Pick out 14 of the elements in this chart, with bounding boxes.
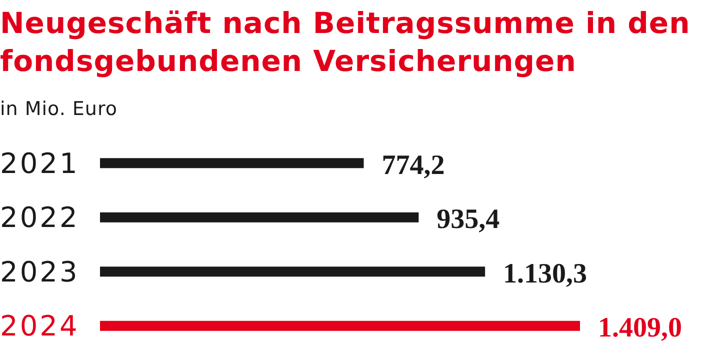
bar bbox=[100, 266, 486, 277]
data-label: 774,2 bbox=[382, 150, 445, 181]
y-tick-label: 2024 bbox=[0, 310, 80, 343]
chart-subtitle: in Mio. Euro bbox=[0, 98, 118, 120]
chart-title: Neugeschäft nach Beitragssumme in den fondsgebundenen Versicherungen bbox=[0, 5, 692, 80]
bar bbox=[100, 212, 419, 222]
data-label: 1.409,0 bbox=[598, 312, 682, 344]
bar bbox=[100, 158, 364, 168]
data-label: 935,4 bbox=[436, 204, 500, 236]
data-label: 1.130,3 bbox=[503, 258, 588, 290]
y-tick-label: 2023 bbox=[0, 255, 80, 288]
y-tick-label: 2022 bbox=[0, 201, 80, 234]
y-tick-label: 2021 bbox=[0, 146, 80, 180]
bar bbox=[100, 320, 580, 331]
